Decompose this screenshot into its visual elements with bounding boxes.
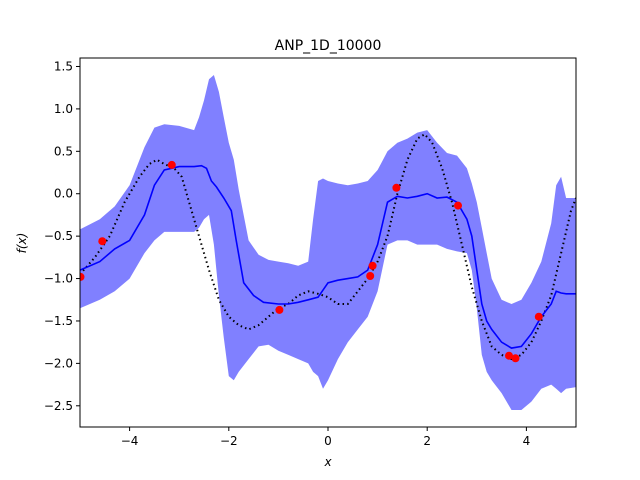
x-tick-label: 4	[523, 434, 531, 448]
x-axis-ticks: −4 −2 0 2 4	[121, 427, 530, 448]
y-tick-label: 1.0	[54, 102, 73, 116]
predictive-mean-line	[80, 164, 576, 349]
context-point	[454, 201, 462, 210]
x-axis-label: x	[323, 455, 332, 469]
context-point	[80, 272, 85, 281]
x-tick-label: −4	[121, 434, 139, 448]
x-tick-label: 2	[423, 434, 431, 448]
y-tick-label: −2.0	[44, 356, 73, 370]
context-point	[167, 160, 176, 169]
context-point	[98, 237, 107, 246]
context-point	[505, 351, 513, 360]
context-point	[275, 305, 284, 314]
y-tick-label: 1.5	[54, 59, 73, 73]
y-tick-label: −1.0	[44, 272, 73, 286]
y-tick-label: 0.0	[54, 187, 73, 201]
ground-truth-line	[80, 133, 576, 361]
context-point	[368, 261, 377, 270]
y-tick-label: −0.5	[44, 229, 73, 243]
y-axis-ticks: −2.5 −2.0 −1.5 −1.0 −0.5 0.0 0.5 1.0 1.5	[44, 59, 80, 413]
y-tick-label: −1.5	[44, 314, 73, 328]
y-tick-label: −2.5	[44, 399, 73, 413]
y-tick-label: 0.5	[54, 144, 73, 158]
uncertainty-band	[80, 75, 576, 410]
context-point	[511, 354, 520, 363]
context-points	[80, 160, 543, 363]
context-point	[392, 183, 401, 192]
x-tick-label: −2	[220, 434, 238, 448]
chart-title: ANP_1D_10000	[275, 38, 382, 54]
plot-area	[80, 75, 576, 410]
context-point	[534, 312, 543, 321]
context-point	[366, 272, 375, 280]
x-tick-label: 0	[324, 434, 332, 448]
y-axis-label: f(x)	[15, 233, 29, 254]
